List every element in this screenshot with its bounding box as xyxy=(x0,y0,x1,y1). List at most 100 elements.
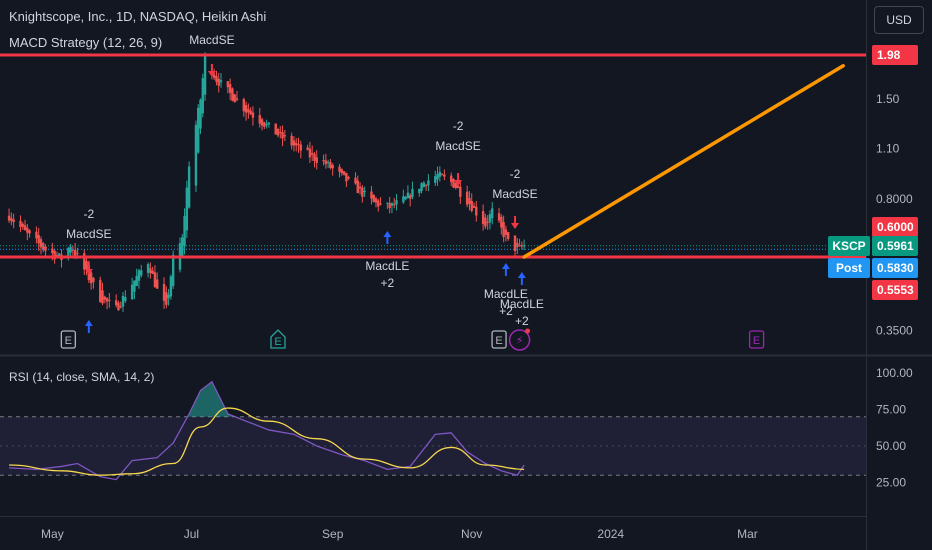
price-tag: 0.5553 xyxy=(872,280,918,300)
candle-body xyxy=(475,206,478,216)
short-arrow-icon xyxy=(511,216,520,229)
time-tick-label: Sep xyxy=(322,527,344,541)
candle-body xyxy=(395,200,398,205)
candle-body xyxy=(279,132,282,134)
price-tag-value: 1.98 xyxy=(877,48,901,62)
candle-body xyxy=(73,250,77,256)
indicator-label[interactable]: MACD Strategy (12, 26, 9) xyxy=(9,35,163,50)
candle-body xyxy=(484,217,487,227)
candle-body xyxy=(217,78,220,86)
trend-line xyxy=(522,64,845,259)
candle-body xyxy=(249,110,252,115)
candle-body xyxy=(491,208,494,219)
candle-body xyxy=(502,222,505,237)
candle-body xyxy=(244,105,248,113)
signal-qty: +2 xyxy=(381,276,395,290)
time-tick-label: 2024 xyxy=(597,527,624,541)
long-arrow-icon xyxy=(517,272,526,285)
candle-body xyxy=(379,203,382,205)
candle-body xyxy=(513,235,517,252)
candle-body xyxy=(408,195,412,199)
signal-short-5: MacdSE -2 xyxy=(435,119,481,186)
candle-body xyxy=(420,183,423,191)
long-arrow-icon xyxy=(84,320,93,333)
candle-body xyxy=(151,270,154,274)
candle-body xyxy=(28,230,31,234)
candle-body xyxy=(183,215,186,247)
short-signal-arrow xyxy=(207,64,216,77)
signal-short-3: MacdSE xyxy=(189,33,235,77)
price-tick-label: 0.3500 xyxy=(876,323,913,337)
candle-body xyxy=(306,147,309,150)
candle-body xyxy=(83,253,86,270)
rsi-line xyxy=(9,380,525,481)
event-split-4: ⚡ xyxy=(508,328,531,351)
signal-long-2 xyxy=(84,320,93,333)
short-arrow-icon xyxy=(84,262,93,275)
candle-body xyxy=(326,161,330,163)
candle-body xyxy=(55,254,59,257)
candle-body xyxy=(406,192,410,199)
candle-body xyxy=(345,172,348,182)
candle-body xyxy=(452,178,455,188)
time-tick-label: Nov xyxy=(461,527,482,541)
signal-label: MacdSE xyxy=(66,227,111,241)
candle-body xyxy=(295,143,298,146)
candle-body xyxy=(153,272,157,287)
candle-body xyxy=(258,115,261,124)
candle-body xyxy=(137,270,141,281)
candle-body xyxy=(276,128,280,136)
candle-body xyxy=(465,191,469,205)
candle-body xyxy=(372,194,375,203)
candle-body xyxy=(44,246,47,251)
event-earnings-1: E xyxy=(60,330,76,349)
candle-body xyxy=(10,218,13,221)
earnings-icon xyxy=(270,329,286,349)
event-earnings-upcoming-2: E xyxy=(270,329,286,349)
price-tag-value: 0.6000 xyxy=(877,220,914,234)
candle-body xyxy=(247,108,250,113)
rsi-label[interactable]: RSI (14, close, SMA, 14, 2) xyxy=(9,370,155,384)
signal-qty: -2 xyxy=(453,119,464,133)
candle-body xyxy=(19,220,22,228)
candle-body xyxy=(386,202,389,204)
candle-body xyxy=(201,78,204,114)
candle-body xyxy=(26,227,29,233)
candles-group xyxy=(7,52,526,313)
signal-label: MacdSE xyxy=(492,187,537,201)
candle-body xyxy=(105,298,109,302)
price-tick-label: 1.50 xyxy=(876,92,900,106)
candle-body xyxy=(472,205,476,208)
candle-body xyxy=(358,186,362,189)
signal-short-1: MacdSE -2 xyxy=(66,207,112,275)
candle-body xyxy=(436,173,439,180)
candle-body xyxy=(194,124,198,186)
candle-body xyxy=(506,232,510,239)
signal-qty: -2 xyxy=(510,167,521,181)
candle-body xyxy=(53,250,56,260)
price-tag-box xyxy=(872,236,918,256)
signal-short-7: MacdSE -2 xyxy=(492,167,538,229)
rsi-tick-label: 50.00 xyxy=(876,439,906,453)
candle-body xyxy=(58,253,61,256)
candle-body xyxy=(338,166,341,172)
candle-body xyxy=(468,198,471,204)
short-signal-arrow xyxy=(84,262,93,275)
candle-body xyxy=(281,132,284,139)
signal-long-4: MacdLE +2 xyxy=(365,231,409,290)
candle-body xyxy=(171,254,175,287)
candle-body xyxy=(69,246,72,253)
candle-body xyxy=(470,200,473,211)
candle-body xyxy=(76,252,79,254)
currency-button[interactable]: USD xyxy=(874,6,924,34)
signal-qty: +2 xyxy=(515,314,529,328)
candle-body xyxy=(310,152,314,155)
candle-body xyxy=(342,171,346,175)
candle-body xyxy=(226,81,230,88)
candle-body xyxy=(393,204,396,206)
candle-body xyxy=(418,188,421,193)
candle-body xyxy=(231,88,234,101)
candle-body xyxy=(162,283,166,301)
candle-body xyxy=(340,169,344,174)
